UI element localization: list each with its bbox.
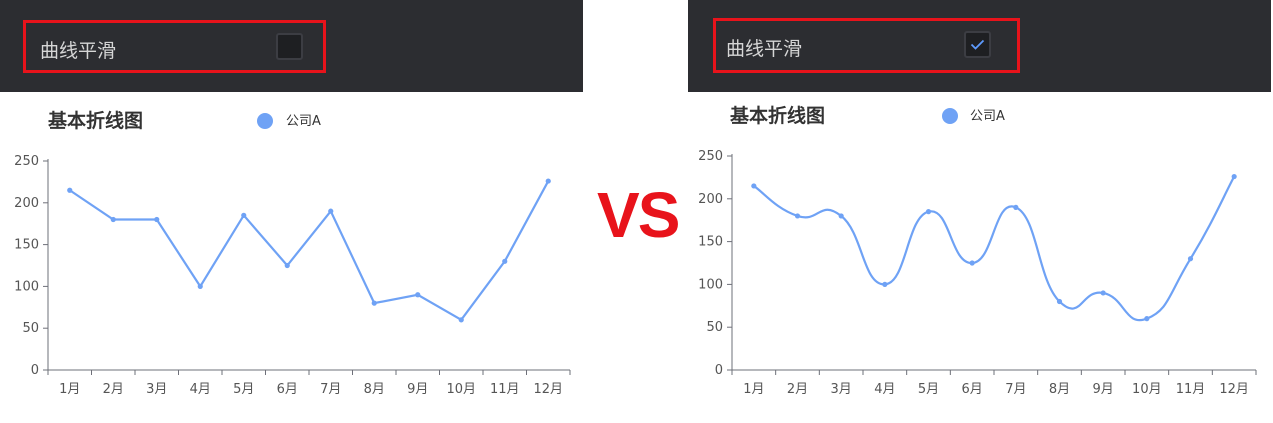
x-tick-label: 2月 <box>787 382 808 397</box>
x-tick-label: 9月 <box>407 382 428 397</box>
x-tick-label: 12月 <box>1219 382 1249 397</box>
y-tick-label: 250 <box>698 149 723 164</box>
y-tick-label: 50 <box>706 320 723 335</box>
smooth-toggle-label: 曲线平滑 <box>726 34 802 61</box>
data-point <box>154 217 159 222</box>
series-line-公司A <box>754 177 1234 321</box>
y-tick-label: 250 <box>14 154 39 169</box>
line-chart: 基本折线图 公司A 0 50 100 150 200 250 1月 2月 3月 4月 5月 6月 7月 8… <box>688 92 1271 423</box>
chart-title: 基本折线图 <box>729 104 825 127</box>
smooth-checkbox[interactable] <box>276 33 303 60</box>
data-point <box>926 209 931 214</box>
settings-toolbar: 曲线平滑 <box>688 0 1271 92</box>
chart-panel-left: 曲线平滑 基本折线图 公司A 0 50 100 150 200 250 1月 2月 3月 4月 5月… <box>0 0 583 423</box>
data-point <box>1013 205 1018 210</box>
x-tick-label: 1月 <box>743 382 764 397</box>
y-tick-label: 0 <box>715 363 723 378</box>
x-tick-label: 8月 <box>364 382 385 397</box>
x-tick-label: 10月 <box>446 382 476 397</box>
legend-label[interactable]: 公司A <box>286 114 321 129</box>
data-point <box>1144 316 1149 321</box>
x-tick-label: 5月 <box>233 382 254 397</box>
x-tick-label: 1月 <box>59 382 80 397</box>
data-point <box>328 209 333 214</box>
data-point <box>1057 299 1062 304</box>
data-point <box>67 188 72 193</box>
line-chart: 基本折线图 公司A 0 50 100 150 200 250 1月 2月 3月 4月 5月 6月 7月 8… <box>0 92 583 423</box>
legend-marker <box>257 113 273 129</box>
x-tick-label: 11月 <box>1176 382 1206 397</box>
data-point <box>285 263 290 268</box>
y-tick-label: 0 <box>31 363 39 378</box>
chart-title: 基本折线图 <box>47 109 143 132</box>
data-point <box>546 178 551 183</box>
data-point <box>1188 256 1193 261</box>
data-point <box>111 217 116 222</box>
x-tick-label: 12月 <box>533 382 563 397</box>
data-point <box>795 213 800 218</box>
x-tick-label: 7月 <box>1005 382 1026 397</box>
data-point <box>241 213 246 218</box>
legend-label[interactable]: 公司A <box>970 109 1005 124</box>
y-tick-label: 50 <box>22 321 39 336</box>
y-tick-label: 200 <box>698 192 723 207</box>
x-tick-label: 11月 <box>490 382 520 397</box>
data-point <box>502 259 507 264</box>
data-point <box>970 260 975 265</box>
y-tick-label: 150 <box>14 238 39 253</box>
x-tick-label: 3月 <box>831 382 852 397</box>
y-tick-label: 100 <box>698 277 723 292</box>
x-tick-label: 8月 <box>1049 382 1070 397</box>
y-tick-label: 150 <box>698 235 723 250</box>
smooth-toggle-label: 曲线平滑 <box>40 36 116 63</box>
series-line-公司A <box>70 181 549 320</box>
data-point <box>415 292 420 297</box>
data-point <box>839 213 844 218</box>
data-point <box>751 183 756 188</box>
data-point <box>1232 174 1237 179</box>
x-tick-label: 2月 <box>103 382 124 397</box>
x-tick-label: 3月 <box>146 382 167 397</box>
x-tick-label: 6月 <box>962 382 983 397</box>
data-point <box>372 301 377 306</box>
y-tick-label: 200 <box>14 196 39 211</box>
x-tick-label: 9月 <box>1093 382 1114 397</box>
y-tick-label: 100 <box>14 279 39 294</box>
x-tick-label: 6月 <box>277 382 298 397</box>
data-point <box>198 284 203 289</box>
smooth-checkbox[interactable] <box>964 31 991 58</box>
x-tick-label: 7月 <box>320 382 341 397</box>
x-tick-label: 10月 <box>1132 382 1162 397</box>
x-tick-label: 4月 <box>874 382 895 397</box>
x-tick-label: 5月 <box>918 382 939 397</box>
check-icon <box>969 36 986 53</box>
x-tick-label: 4月 <box>190 382 211 397</box>
legend-marker <box>942 108 958 124</box>
chart-panel-right: 曲线平滑 基本折线图 公司A 0 50 100 150 200 250 1月 2月 3月 4月 5月… <box>688 0 1271 423</box>
data-point <box>882 282 887 287</box>
data-point <box>1101 290 1106 295</box>
vs-label: VS <box>597 178 678 252</box>
settings-toolbar: 曲线平滑 <box>0 0 583 92</box>
data-point <box>459 317 464 322</box>
